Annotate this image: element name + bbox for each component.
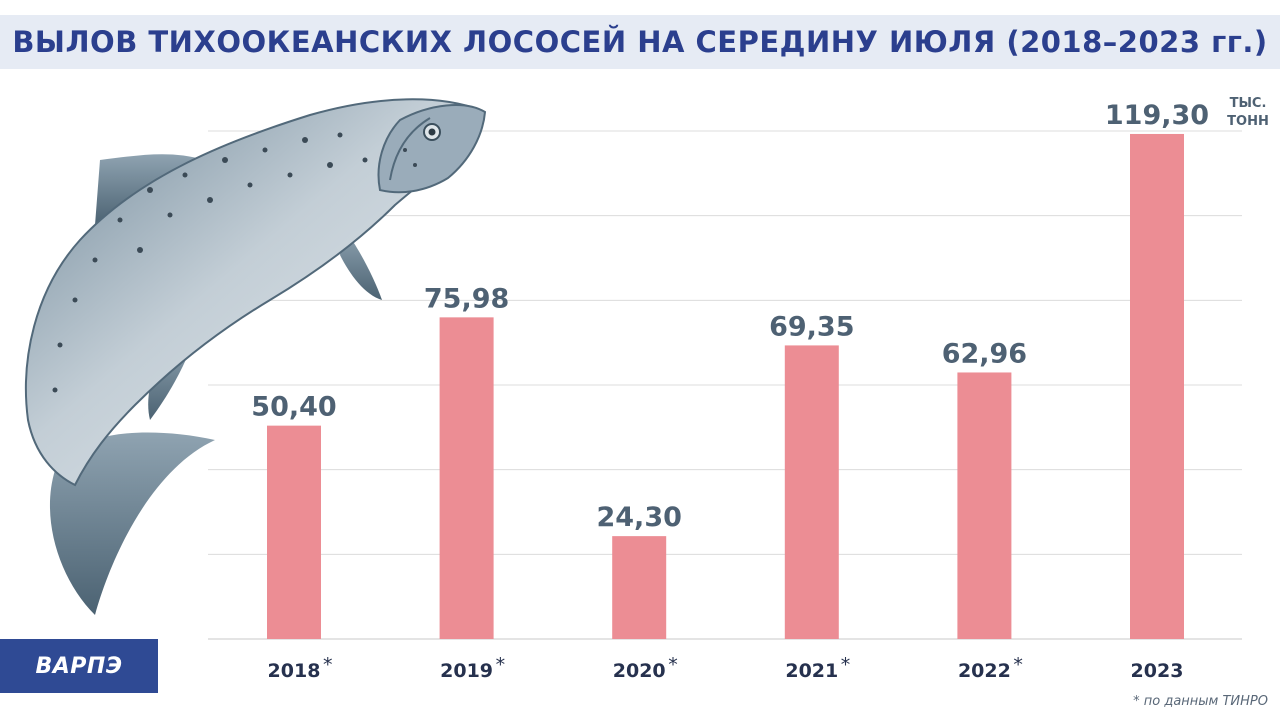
x-tick-2023: 2023 [1131, 660, 1184, 682]
x-tick-mark-2019: * [496, 654, 506, 676]
bars [267, 133, 1184, 640]
page-title: ВЫЛОВ ТИХООКЕАНСКИХ ЛОСОСЕЙ НА СЕРЕДИНУ … [12, 25, 1268, 59]
value-label-2019: 75,98 [424, 283, 509, 314]
bar-2023 [1130, 133, 1184, 640]
salmon-fish-icon [25, 98, 487, 615]
value-label-2020: 24,30 [596, 502, 681, 533]
title-bar: ВЫЛОВ ТИХООКЕАНСКИХ ЛОСОСЕЙ НА СЕРЕДИНУ … [0, 15, 1280, 69]
bar-2021 [784, 345, 839, 639]
x-axis-ticks: 2018 * 2019 * 2020 * 2021 * 2022 * 2023 [268, 654, 1184, 682]
value-label-2018: 50,40 [251, 392, 336, 423]
x-tick-mark-2022: * [1013, 654, 1023, 676]
x-tick-mark-2018: * [323, 654, 333, 676]
unit-label-line1: ТЫС. [1230, 96, 1267, 111]
value-label-2023: 119,30 [1105, 100, 1209, 131]
unit-label-line2: ТОНН [1227, 114, 1269, 129]
logo: ВАРПЭ [0, 639, 158, 693]
bar-2020 [612, 536, 667, 639]
bar-2022 [957, 372, 1012, 639]
value-labels: 50,40 75,98 24,30 69,35 62,96 119,30 [251, 100, 1209, 533]
x-tick-2020: 2020 [613, 660, 666, 682]
bar-2019 [439, 317, 494, 639]
x-tick-2022: 2022 [958, 660, 1011, 682]
x-tick-2021: 2021 [785, 660, 838, 682]
x-tick-2018: 2018 [268, 660, 321, 682]
x-tick-mark-2020: * [668, 654, 678, 676]
x-tick-mark-2021: * [841, 654, 851, 676]
x-tick-2019: 2019 [440, 660, 493, 682]
value-label-2021: 69,35 [769, 311, 854, 342]
bar-2018 [267, 425, 321, 639]
footnote: * по данным ТИНРО [1133, 694, 1268, 709]
logo-text: ВАРПЭ [35, 653, 123, 679]
value-label-2022: 62,96 [942, 338, 1027, 369]
